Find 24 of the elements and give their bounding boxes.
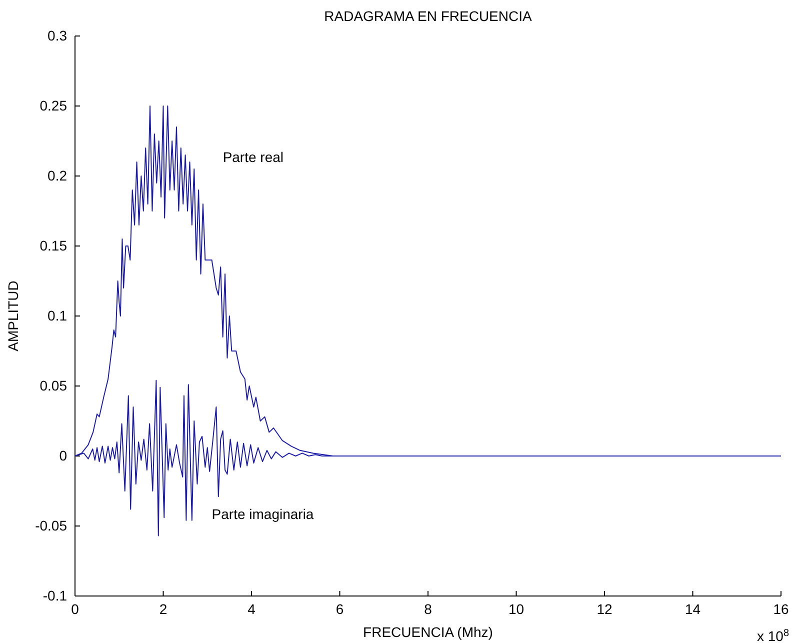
x-tick-label: 0 bbox=[71, 600, 80, 617]
y-tick-label: 0 bbox=[59, 447, 68, 464]
x-axis-title: FRECUENCIA (Mhz) bbox=[363, 624, 493, 640]
y-tick-label: 0.3 bbox=[48, 27, 68, 44]
y-tick-label: 0.2 bbox=[48, 167, 68, 184]
x-tick-label: 14 bbox=[684, 600, 701, 617]
x-tick-label: 8 bbox=[424, 600, 432, 617]
series-label: Parte imaginaria bbox=[212, 506, 314, 522]
x-tick-label: 4 bbox=[248, 600, 256, 617]
y-tick-label: 0.1 bbox=[48, 307, 68, 324]
y-tick-label: 0.05 bbox=[40, 377, 68, 394]
y-tick-label: 0.15 bbox=[40, 237, 68, 254]
x-tick-label: 10 bbox=[508, 600, 524, 617]
x-tick-label: 6 bbox=[336, 600, 344, 617]
chart-title: RADAGRAMA EN FRECUENCIA bbox=[324, 8, 533, 24]
y-tick-label: -0.1 bbox=[42, 587, 68, 604]
x-tick-label: 12 bbox=[596, 600, 612, 617]
y-tick-label: -0.05 bbox=[35, 517, 68, 534]
y-tick-label: 0.25 bbox=[40, 97, 68, 114]
x-tick-label: 2 bbox=[159, 600, 168, 617]
x-tick-label: 16 bbox=[773, 600, 789, 617]
text: x 10$^{8}$ bbox=[756, 628, 790, 643]
text: Parte real bbox=[222, 149, 284, 165]
y-axis-title: AMPLITUD bbox=[5, 280, 21, 352]
